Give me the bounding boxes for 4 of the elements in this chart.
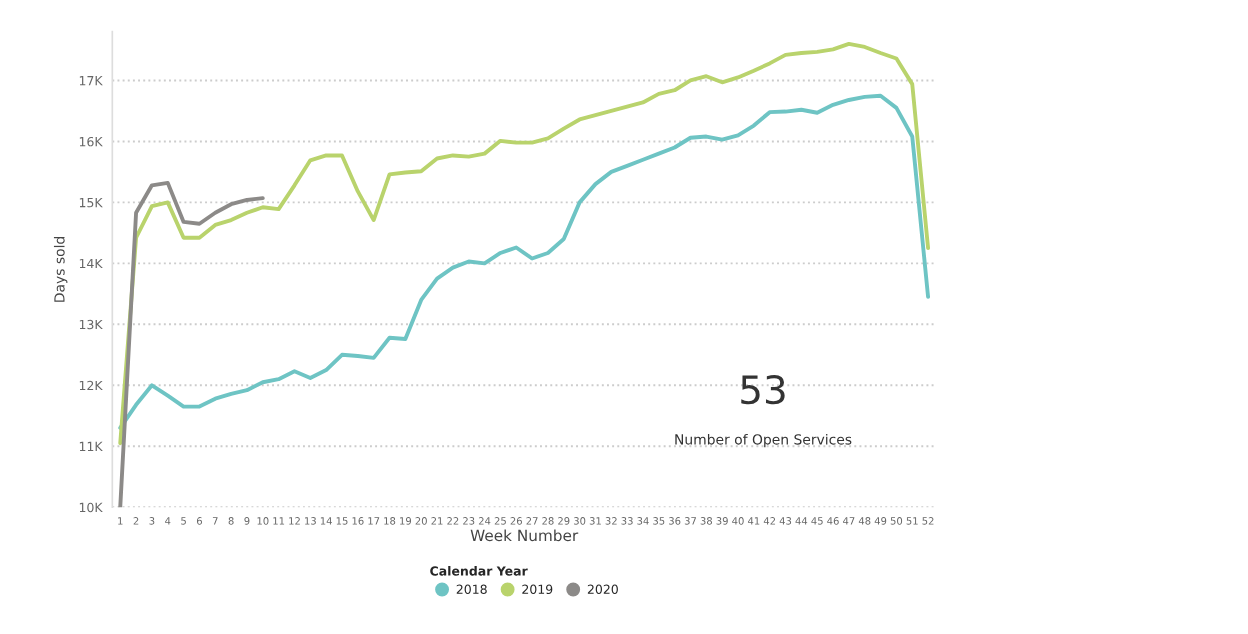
- line-series: [118, 93, 931, 430]
- annotation: 53: [741, 374, 785, 405]
- line-series: [118, 180, 265, 508]
- line-series: [118, 41, 931, 446]
